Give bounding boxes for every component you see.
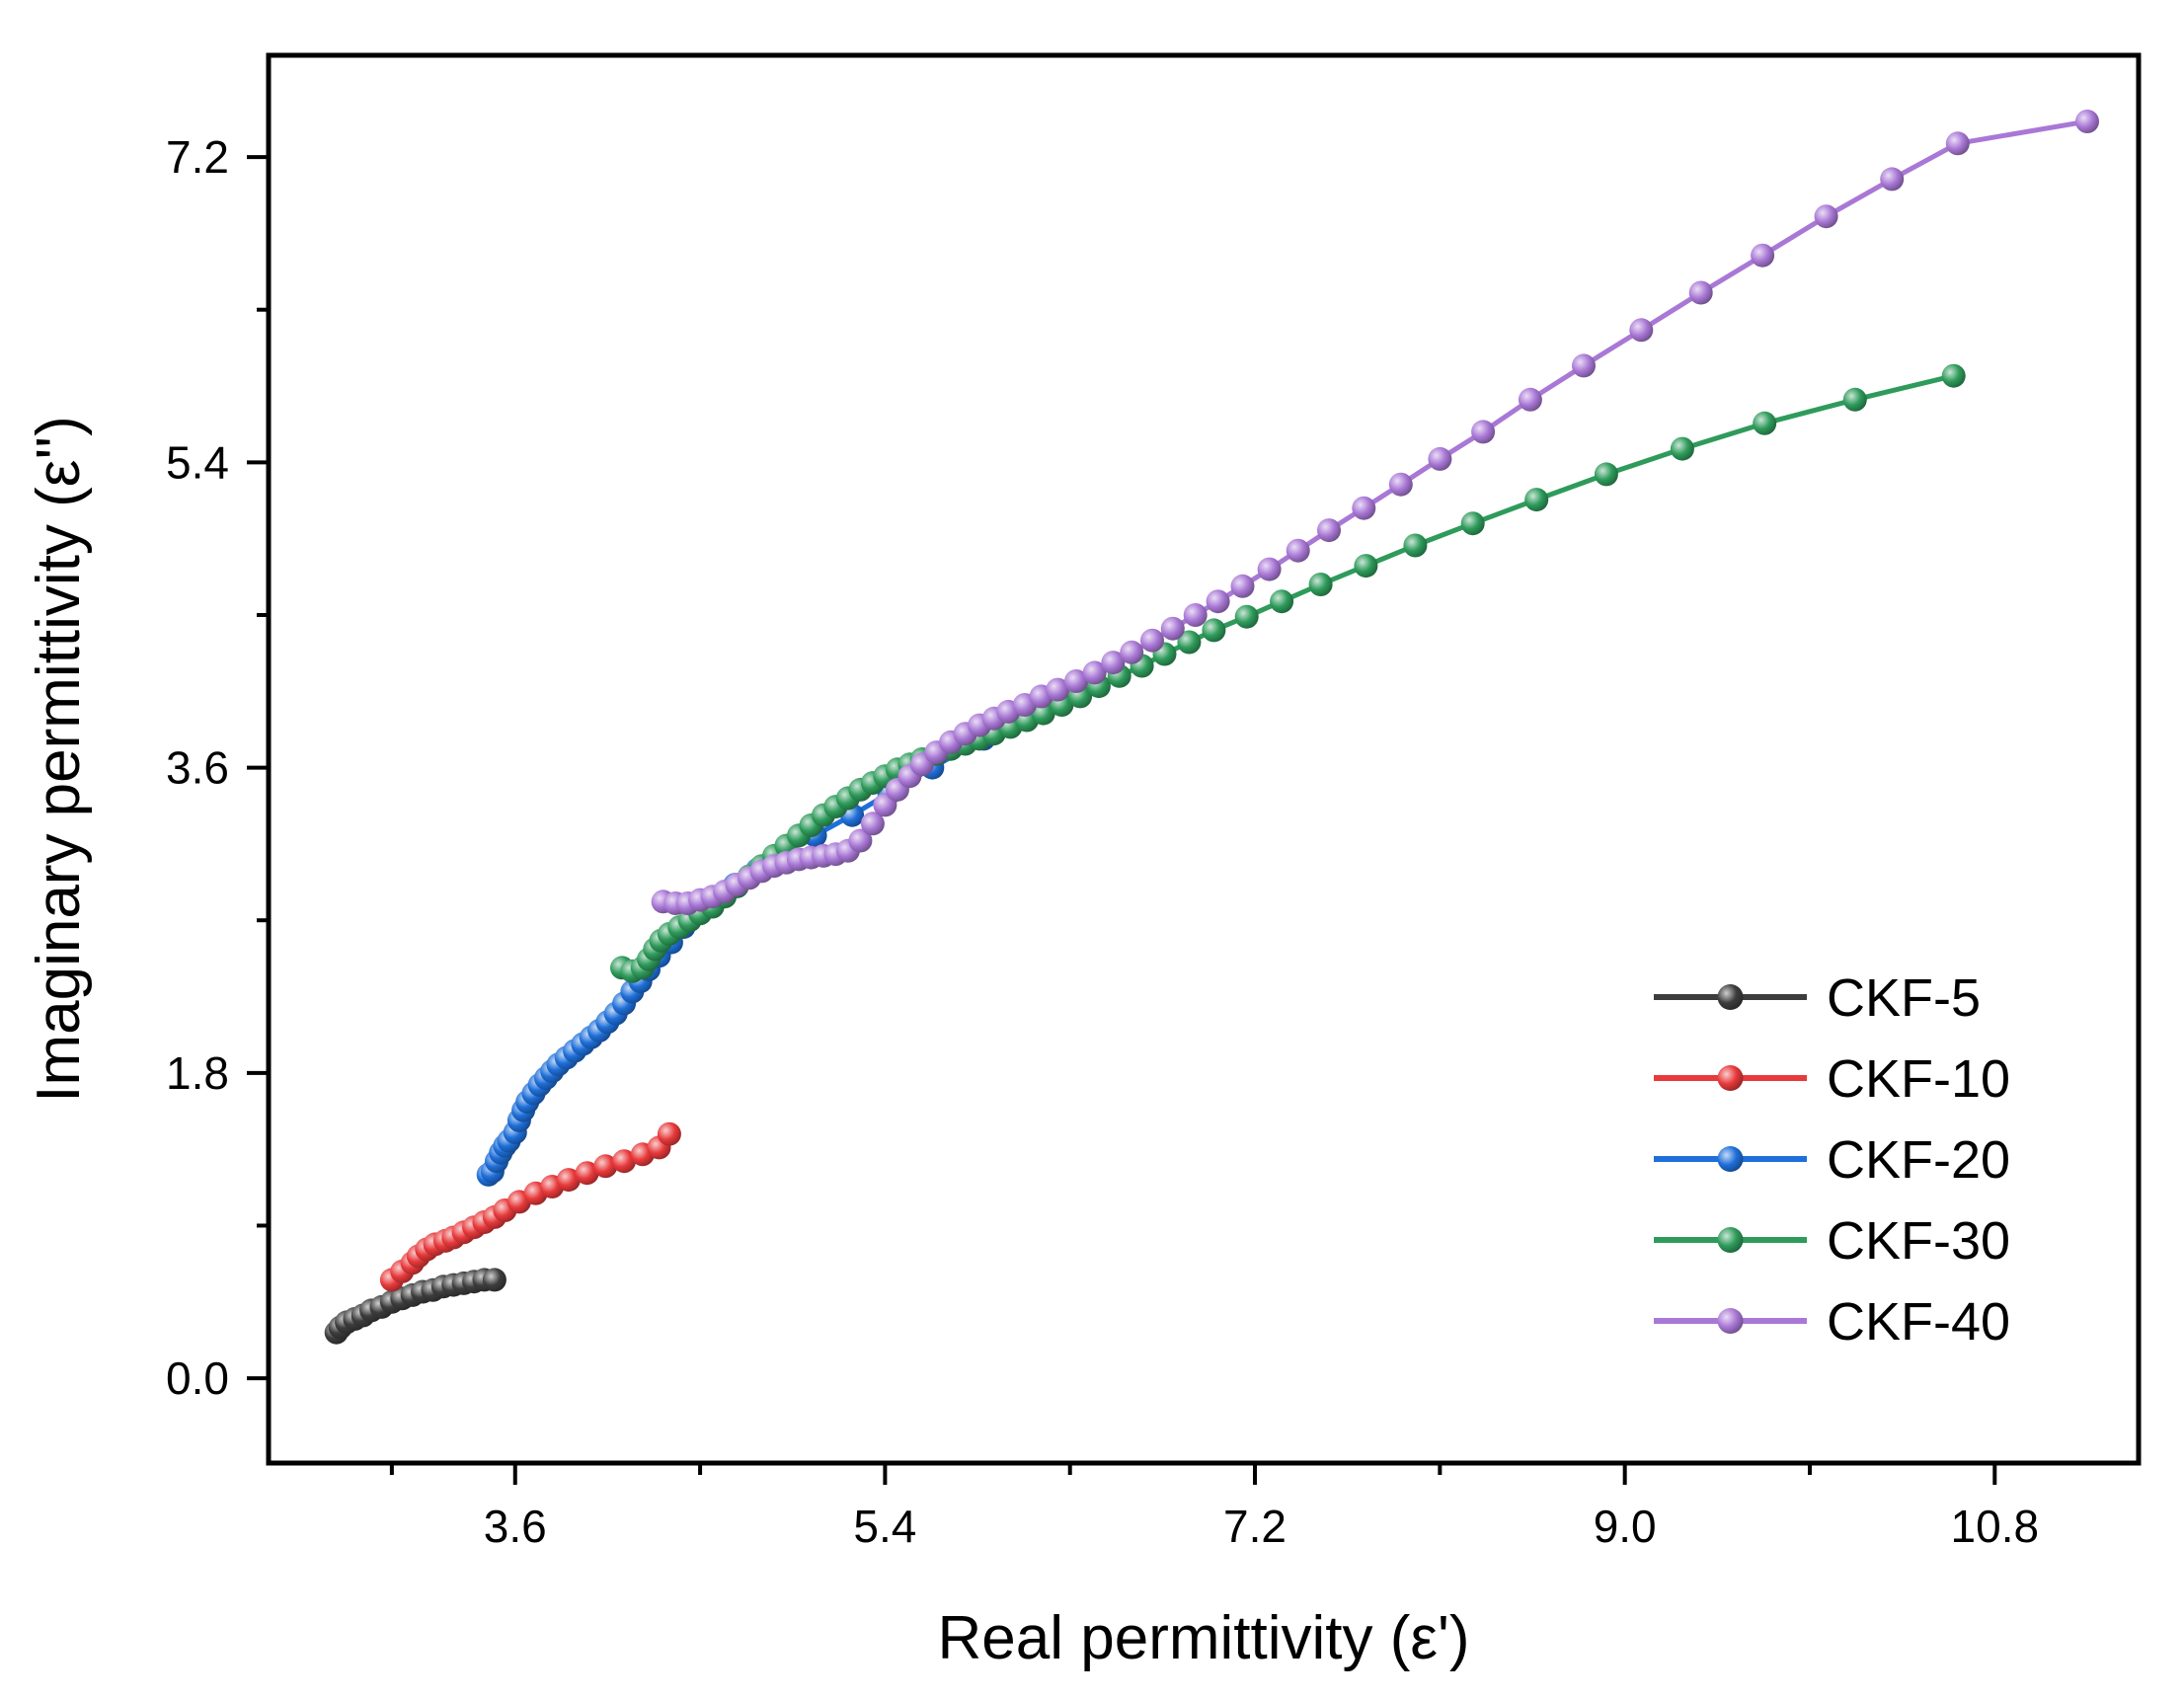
data-point bbox=[2075, 110, 2099, 133]
y-tick-label: 1.8 bbox=[166, 1047, 229, 1099]
data-point bbox=[1688, 280, 1713, 305]
data-point bbox=[1753, 411, 1777, 435]
legend-marker bbox=[1717, 1146, 1744, 1172]
series-ckf-40 bbox=[651, 110, 2099, 915]
legend: CKF-5 CKF-10 CKF-20 CKF-30 CKF-40 bbox=[1654, 968, 2010, 1351]
data-point bbox=[1471, 420, 1496, 444]
data-point bbox=[1202, 618, 1226, 643]
plot-frame bbox=[266, 52, 2142, 1466]
data-point bbox=[1120, 640, 1144, 664]
x-tick-label: 9.0 bbox=[1594, 1501, 1657, 1552]
data-point bbox=[1842, 387, 1867, 412]
data-point bbox=[1594, 462, 1618, 487]
data-point bbox=[1670, 436, 1694, 461]
data-point bbox=[1880, 167, 1905, 192]
legend-item-ckf-5: CKF-5 bbox=[1654, 968, 1981, 1028]
y-tick-label: 0.0 bbox=[166, 1352, 229, 1404]
data-point bbox=[1354, 554, 1378, 579]
data-point bbox=[1183, 603, 1208, 627]
data-point bbox=[1572, 353, 1596, 378]
x-tick-label: 7.2 bbox=[1223, 1501, 1287, 1552]
data-point bbox=[1230, 574, 1255, 598]
y-tick-label: 7.2 bbox=[166, 131, 229, 183]
data-point bbox=[848, 828, 873, 853]
data-point bbox=[575, 1161, 599, 1186]
legend-marker bbox=[1717, 984, 1744, 1010]
data-point bbox=[1751, 243, 1775, 268]
data-point bbox=[1524, 488, 1549, 512]
data-point bbox=[556, 1168, 581, 1193]
legend-item-ckf-20: CKF-20 bbox=[1654, 1130, 2010, 1190]
legend-item-ckf-30: CKF-30 bbox=[1654, 1211, 2010, 1271]
x-tick-label: 3.6 bbox=[484, 1501, 547, 1552]
legend-label: CKF-20 bbox=[1827, 1130, 2010, 1190]
legend-item-ckf-10: CKF-10 bbox=[1654, 1049, 2010, 1109]
data-point bbox=[1428, 446, 1452, 471]
data-point bbox=[1941, 363, 1966, 388]
legend-marker bbox=[1717, 1308, 1744, 1334]
data-point bbox=[1160, 616, 1185, 641]
data-point bbox=[1234, 604, 1259, 629]
data-point bbox=[612, 1149, 637, 1174]
data-point bbox=[1270, 589, 1294, 614]
data-point bbox=[1206, 589, 1230, 614]
data-point bbox=[1286, 538, 1310, 563]
data-point bbox=[1945, 131, 1970, 156]
data-point bbox=[1257, 557, 1282, 581]
data-point bbox=[1308, 573, 1333, 596]
legend-item-ckf-40: CKF-40 bbox=[1654, 1292, 2010, 1351]
y-tick-label: 5.4 bbox=[166, 436, 229, 488]
data-point bbox=[1388, 472, 1413, 497]
legend-label: CKF-5 bbox=[1827, 968, 1981, 1028]
series-ckf-5 bbox=[324, 1268, 507, 1345]
data-point bbox=[1064, 669, 1088, 693]
data-point bbox=[1814, 204, 1838, 229]
x-tick-label: 5.4 bbox=[853, 1501, 916, 1552]
data-point bbox=[482, 1268, 507, 1292]
legend-label: CKF-30 bbox=[1827, 1211, 2010, 1271]
y-axis-title: Imaginary permittivity (ε'') bbox=[25, 416, 93, 1103]
legend-marker bbox=[1717, 1065, 1744, 1091]
data-point bbox=[657, 1121, 681, 1146]
data-point bbox=[1046, 677, 1070, 702]
x-tick-label: 10.8 bbox=[1951, 1501, 2040, 1552]
data-point bbox=[1518, 387, 1542, 412]
axes-layer: 3.6 5.4 7.2 9.0 10.8 0.0 1.8 3.6 5.4 7.2 bbox=[166, 131, 2039, 1552]
x-axis-title: Real permittivity (ε') bbox=[938, 1604, 1470, 1672]
data-point bbox=[1101, 651, 1126, 675]
data-point bbox=[1352, 496, 1376, 520]
y-tick-label: 3.6 bbox=[166, 742, 229, 794]
data-point bbox=[1403, 533, 1428, 558]
legend-label: CKF-10 bbox=[1827, 1049, 2010, 1109]
data-point bbox=[1140, 628, 1164, 653]
data-point bbox=[1177, 630, 1202, 655]
data-point bbox=[593, 1154, 618, 1179]
legend-label: CKF-40 bbox=[1827, 1292, 2010, 1351]
data-point bbox=[1629, 318, 1654, 343]
data-point bbox=[860, 811, 885, 836]
data-point bbox=[1460, 511, 1485, 536]
series-ckf-10 bbox=[379, 1121, 681, 1292]
series-layer bbox=[324, 110, 2099, 1345]
data-point bbox=[1317, 518, 1341, 543]
legend-marker bbox=[1717, 1227, 1744, 1253]
data-point bbox=[1082, 660, 1107, 685]
